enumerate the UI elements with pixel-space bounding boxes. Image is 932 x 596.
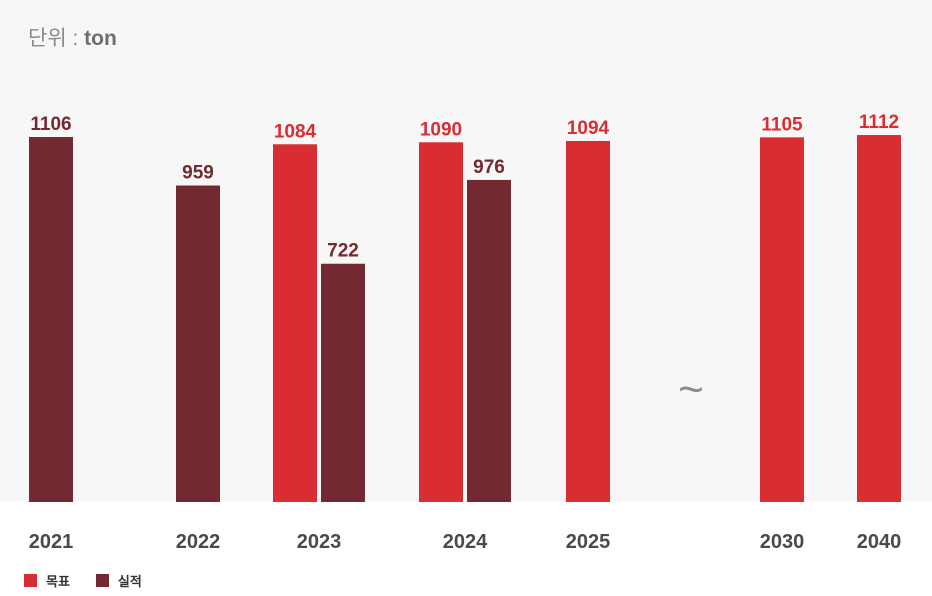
legend-swatch-target xyxy=(24,574,37,587)
x-tick-label-2024: 2024 xyxy=(443,531,488,553)
bar-actual-2023 xyxy=(321,263,365,502)
bar-target-2030 xyxy=(760,137,804,502)
data-label-target-2025: 1094 xyxy=(567,118,610,139)
legend-swatch-actual xyxy=(95,574,109,587)
labels-layer: 1106 959 1084 722 1090 976 1094 1105 1112 xyxy=(30,112,899,262)
bar-target-2025 xyxy=(566,140,610,503)
data-label-actual-2023: 722 xyxy=(327,241,359,262)
legend: 목표 실적 xyxy=(24,571,168,590)
x-tick-label-2023: 2023 xyxy=(297,531,342,553)
x-tick-label-2040: 2040 xyxy=(857,531,902,553)
x-tick-label-2021: 2021 xyxy=(29,531,74,553)
unit-label: 단위 : ton xyxy=(28,22,117,52)
bar-target-2023 xyxy=(273,144,317,502)
x-tick-label-2022: 2022 xyxy=(176,531,221,553)
data-label-target-2040: 1112 xyxy=(859,112,899,133)
data-label-target-2030: 1105 xyxy=(761,114,803,135)
data-label-target-2024: 1090 xyxy=(420,119,462,140)
bar-actual-2021 xyxy=(29,137,73,502)
legend-item-actual: 실적 xyxy=(95,571,142,590)
bars-layer xyxy=(29,135,901,503)
x-tick-label-2025: 2025 xyxy=(566,531,611,553)
bar-target-2040 xyxy=(857,135,901,503)
x-tick-labels: 2021 2022 2023 2024 2025 2030 2040 xyxy=(29,531,902,553)
legend-label-actual: 실적 xyxy=(117,574,142,589)
bar-target-2024 xyxy=(419,142,463,503)
legend-item-target: 목표 xyxy=(24,571,70,590)
data-label-actual-2022: 959 xyxy=(182,163,214,184)
bar-actual-2022 xyxy=(176,185,220,502)
bar-actual-2024 xyxy=(467,179,511,503)
axis-break-symbol: ~ xyxy=(678,365,704,414)
data-label-target-2023: 1084 xyxy=(274,121,317,142)
x-tick-label-2030: 2030 xyxy=(760,531,805,553)
legend-label-target: 목표 xyxy=(46,574,70,589)
unit-value: ton xyxy=(84,27,117,50)
data-label-actual-2021: 1106 xyxy=(30,114,71,135)
data-label-actual-2024: 976 xyxy=(473,157,505,178)
unit-prefix: 단위 : xyxy=(28,27,85,50)
